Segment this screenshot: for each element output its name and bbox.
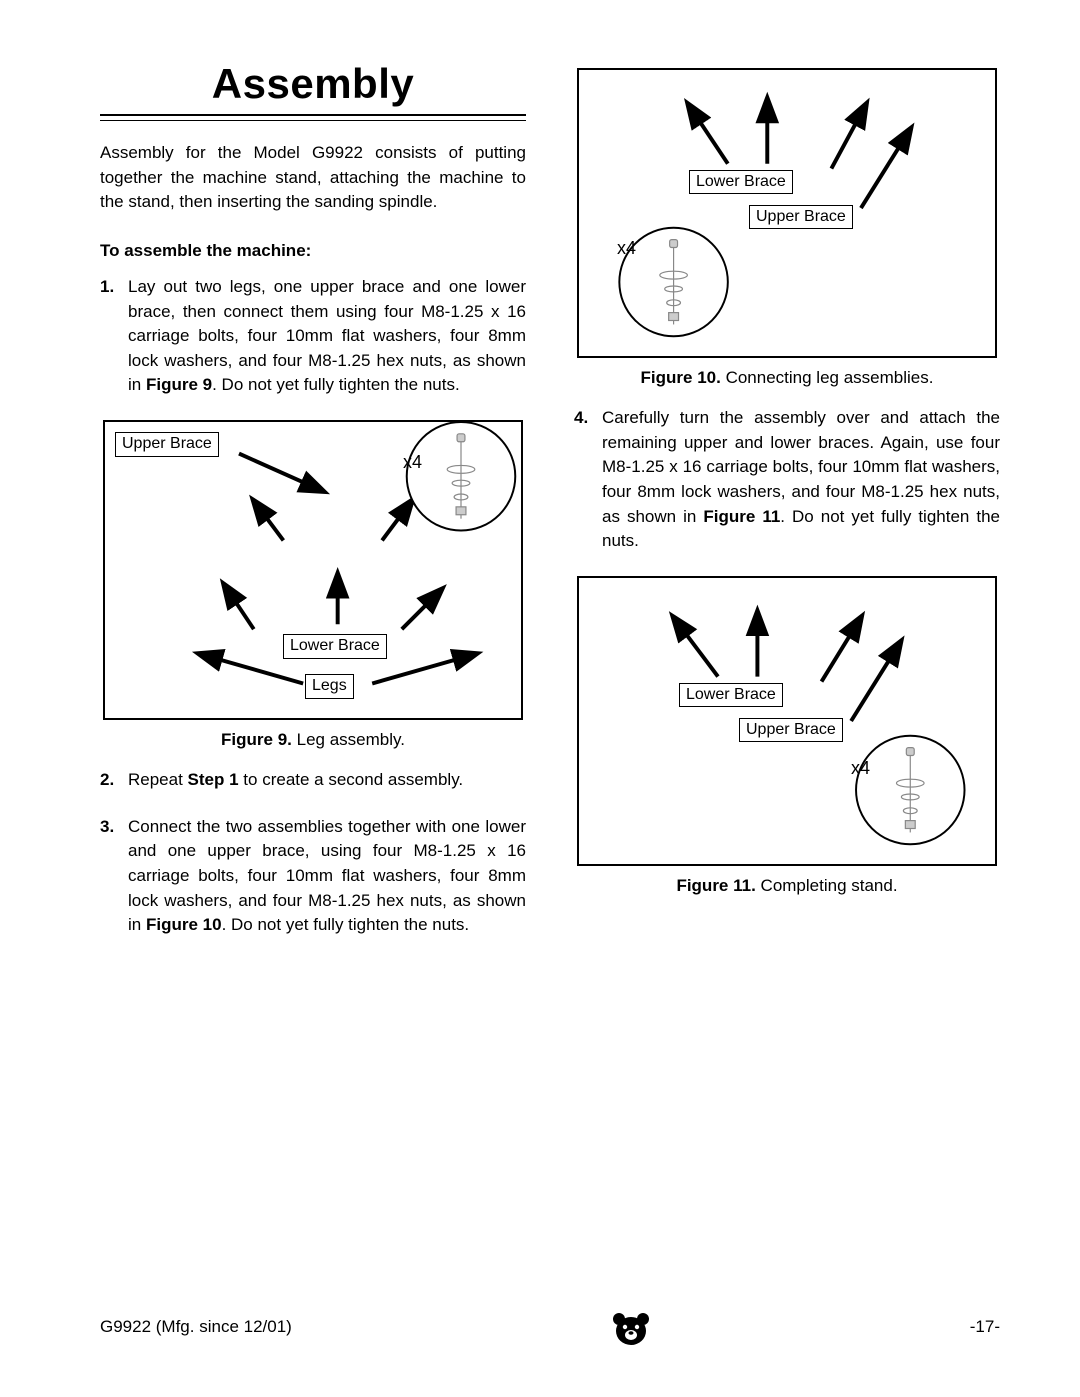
figure-9-box: Upper Brace Lower Brace Legs x4 [103, 420, 523, 720]
qty-x4: x4 [617, 238, 636, 259]
step-number: 3. [100, 815, 128, 938]
figure-10-box: Lower Brace Upper Brace x4 [577, 68, 997, 358]
label-upper-brace: Upper Brace [115, 432, 219, 456]
label-lower-brace: Lower Brace [689, 170, 793, 194]
figure-9-caption: Figure 9. Leg assembly. [100, 730, 526, 750]
two-column-layout: Assembly Assembly for the Model G9922 co… [100, 60, 1000, 960]
step-body: Connect the two assemblies together with… [128, 815, 526, 938]
figure-11-box: Lower Brace Upper Brace x4 [577, 576, 997, 866]
step-body: Carefully turn the assembly over and att… [602, 406, 1000, 554]
step-body: Lay out two legs, one upper brace and on… [128, 275, 526, 398]
page-footer: G9922 (Mfg. since 12/01) -17- [100, 1305, 1000, 1349]
step-number: 2. [100, 768, 128, 793]
title-block: Assembly [100, 60, 526, 121]
label-upper-brace: Upper Brace [739, 718, 843, 742]
steps-list-left: 1. Lay out two legs, one upper brace and… [100, 275, 526, 398]
step-2: 2. Repeat Step 1 to create a second asse… [100, 768, 526, 793]
page-title: Assembly [100, 60, 526, 108]
label-lower-brace: Lower Brace [679, 683, 783, 707]
steps-list-right: 4. Carefully turn the assembly over and … [574, 406, 1000, 554]
qty-x4: x4 [403, 452, 422, 473]
figure-11-caption: Figure 11. Completing stand. [574, 876, 1000, 896]
label-legs: Legs [305, 674, 354, 698]
title-rule [100, 114, 526, 121]
qty-x4: x4 [851, 758, 870, 779]
step-number: 4. [574, 406, 602, 554]
steps-list-left-2: 2. Repeat Step 1 to create a second asse… [100, 768, 526, 938]
left-column: Assembly Assembly for the Model G9922 co… [100, 60, 526, 960]
step-1: 1. Lay out two legs, one upper brace and… [100, 275, 526, 398]
subheading: To assemble the machine: [100, 241, 526, 261]
manual-page: Assembly Assembly for the Model G9922 co… [0, 0, 1080, 1397]
label-upper-brace: Upper Brace [749, 205, 853, 229]
bear-logo-icon [609, 1305, 653, 1349]
step-3: 3. Connect the two assemblies together w… [100, 815, 526, 938]
right-column: Lower Brace Upper Brace x4 Figure 10. Co… [574, 60, 1000, 960]
footer-right: -17- [970, 1317, 1000, 1337]
intro-paragraph: Assembly for the Model G9922 consists of… [100, 141, 526, 215]
step-number: 1. [100, 275, 128, 398]
label-lower-brace: Lower Brace [283, 634, 387, 658]
step-body: Repeat Step 1 to create a second assembl… [128, 768, 526, 793]
step-4: 4. Carefully turn the assembly over and … [574, 406, 1000, 554]
figure-10-caption: Figure 10. Connecting leg assemblies. [574, 368, 1000, 388]
footer-left: G9922 (Mfg. since 12/01) [100, 1317, 292, 1337]
